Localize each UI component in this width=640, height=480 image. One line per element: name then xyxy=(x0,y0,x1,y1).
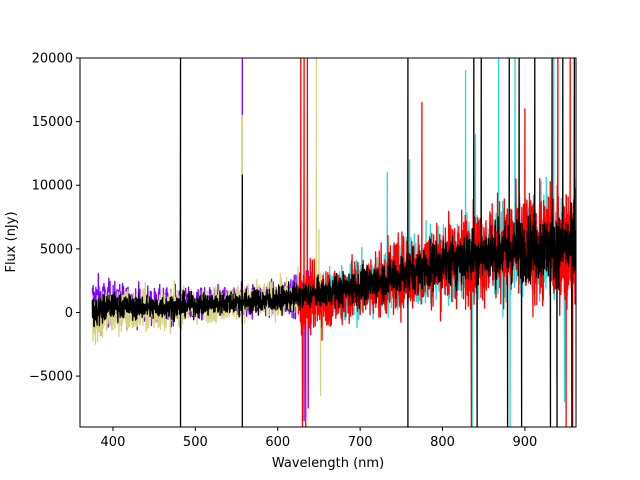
x-tick-label: 800 xyxy=(430,435,455,450)
y-tick-label: 20000 xyxy=(32,52,73,67)
y-axis-label: Flux (nJy) xyxy=(4,211,19,272)
series-layer xyxy=(91,58,576,427)
plot-frame xyxy=(79,57,577,428)
x-tick-label: 700 xyxy=(348,435,373,450)
x-tick-label: 600 xyxy=(265,435,290,450)
x-tick-label: 900 xyxy=(513,435,538,450)
y-axis: −5000 0 5000 10000 15000 20000 xyxy=(29,52,80,385)
x-tick-label: 400 xyxy=(101,435,126,450)
x-axis: 400 500 600 700 800 900 xyxy=(101,427,538,450)
y-tick-label: 10000 xyxy=(32,179,73,194)
x-axis-label: Wavelength (nm) xyxy=(272,456,384,471)
x-tick-label: 500 xyxy=(183,435,208,450)
series-4 xyxy=(91,58,576,427)
y-tick-label: −5000 xyxy=(29,370,73,385)
y-tick-label: 0 xyxy=(65,306,73,321)
y-tick-label: 15000 xyxy=(32,115,73,130)
series-line xyxy=(91,58,576,427)
y-tick-label: 5000 xyxy=(40,242,73,257)
